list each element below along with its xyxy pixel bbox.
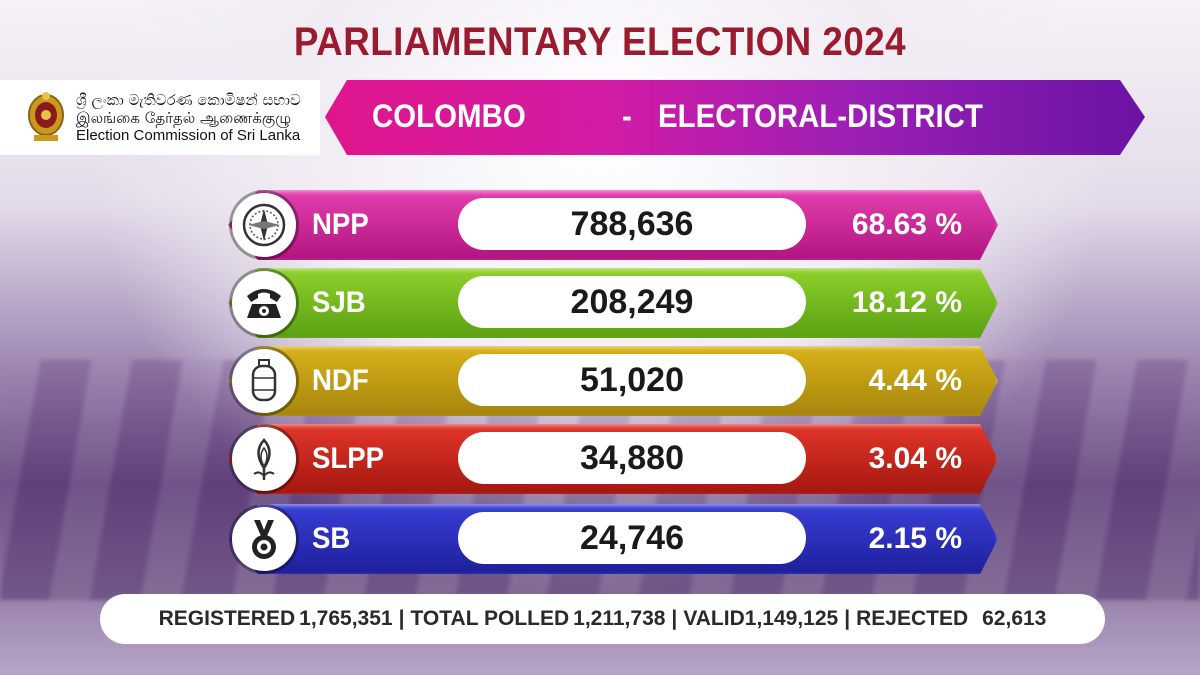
- vote-count: 208,249: [458, 276, 806, 328]
- total-polled-label: TOTAL POLLED: [410, 607, 570, 630]
- total-polled-value: 1,211,738: [573, 607, 666, 630]
- telephone-icon: [232, 271, 296, 335]
- district-type: ELECTORAL-DISTRICT: [658, 98, 983, 134]
- party-name: SLPP: [312, 442, 385, 475]
- valid-label: VALID: [683, 607, 745, 630]
- vote-percent: 3.04 %: [868, 442, 962, 475]
- vote-count: 34,880: [458, 432, 806, 484]
- valid-value: 1,149,125: [744, 607, 839, 630]
- commission-name-sinhala: ශ්‍රී ලංකා මැතිවරණ කොමිෂන් සභාව: [76, 90, 301, 109]
- district-banner: [325, 80, 1145, 155]
- summary-bar: REGISTERED 1,765,351 | TOTAL POLLED 1,21…: [100, 594, 1105, 644]
- medal-icon: [232, 507, 296, 571]
- commission-name-english: Election Commission of Sri Lanka: [76, 126, 301, 144]
- party-name: SJB: [312, 286, 366, 319]
- result-row-slpp: SLPP 34,880 3.04 %: [228, 424, 998, 494]
- page-title: PARLIAMENTARY ELECTION 2024: [293, 20, 907, 64]
- result-row-sb: SB 24,746 2.15 %: [228, 504, 998, 574]
- result-row-sjb: SJB 208,249 18.12 %: [228, 268, 998, 338]
- vote-count: 788,636: [458, 198, 806, 250]
- vote-count: 24,746: [458, 512, 806, 564]
- gas-cylinder-icon: [232, 349, 296, 413]
- party-name: SB: [312, 522, 351, 555]
- registered-value: 1,765,351: [299, 607, 393, 630]
- commission-name-tamil: இலங்கை தேர்தல் ஆணைக்குழு: [76, 108, 292, 127]
- party-name: NPP: [312, 208, 369, 241]
- vote-percent: 4.44 %: [868, 364, 962, 397]
- result-row-npp: NPP 788,636 68.63 %: [228, 190, 998, 260]
- summary-separator: |: [398, 607, 405, 630]
- summary-separator: |: [671, 607, 678, 630]
- compass-icon: [232, 193, 296, 257]
- vote-percent: 2.15 %: [868, 522, 962, 555]
- vote-percent: 68.63 %: [851, 208, 962, 241]
- registered-label: REGISTERED: [158, 607, 296, 630]
- vote-count: 51,020: [458, 354, 806, 406]
- vote-percent: 18.12 %: [851, 286, 962, 319]
- sri-lanka-emblem-icon: [26, 91, 66, 145]
- district-name: COLOMBO: [372, 98, 526, 134]
- rejected-value: 62,613: [982, 607, 1047, 630]
- party-name: NDF: [312, 364, 369, 397]
- lotus-bud-icon: [232, 427, 296, 491]
- district-separator: -: [622, 98, 632, 134]
- commission-logo-panel: ශ්‍රී ලංකා මැතිවරණ කොමිෂන් සභාව இலங்கை த…: [0, 80, 320, 155]
- summary-separator: |: [844, 607, 851, 630]
- result-row-ndf: NDF 51,020 4.44 %: [228, 346, 998, 416]
- rejected-label: REJECTED: [856, 607, 969, 630]
